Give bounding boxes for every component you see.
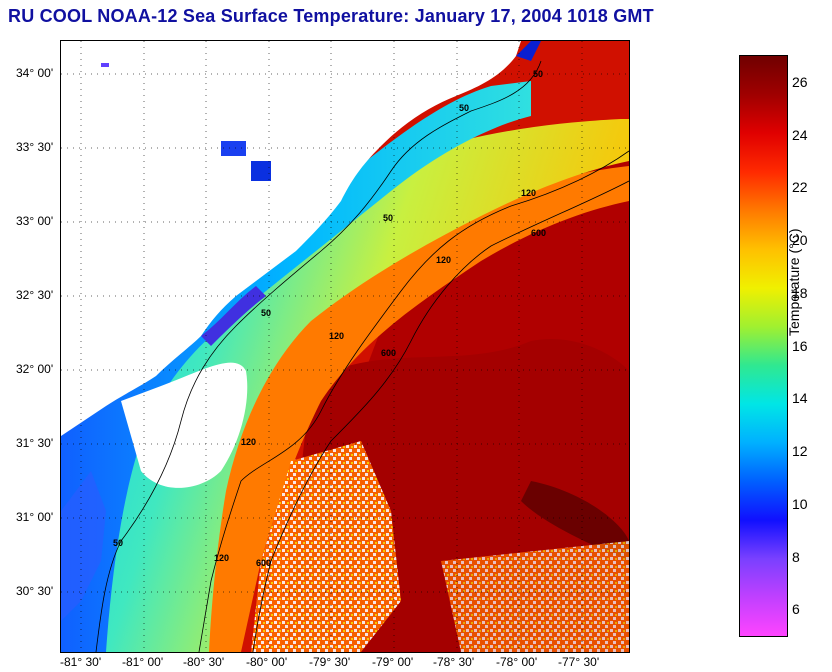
colorbar-tick-label: 12 (792, 443, 808, 459)
latitude-label: 30° 30' (16, 584, 54, 598)
svg-text:600: 600 (256, 558, 271, 568)
longitude-label: -78° 00' (496, 655, 538, 669)
longitude-label: -80° 30' (183, 655, 225, 669)
temperature-colorbar (739, 55, 788, 637)
longitude-label: -81° 30' (60, 655, 102, 669)
svg-text:50: 50 (113, 538, 123, 548)
colorbar-tick-label: 6 (792, 601, 800, 617)
longitude-label: -81° 00' (122, 655, 164, 669)
colorbar-tick-label: 20 (792, 232, 808, 248)
longitude-label: -78° 30' (433, 655, 475, 669)
svg-text:600: 600 (531, 228, 546, 238)
longitude-label: -79° 30' (309, 655, 351, 669)
colorbar-tick-label: 14 (792, 390, 808, 406)
latitude-label: 33° 30' (16, 140, 54, 154)
svg-text:120: 120 (329, 331, 344, 341)
cold-eddy (521, 481, 629, 561)
isobath-contours (95, 60, 629, 652)
longitude-label: -79° 00' (372, 655, 414, 669)
svg-text:600: 600 (381, 348, 396, 358)
latitude-label: 33° 00' (16, 214, 54, 228)
page-title: RU COOL NOAA-12 Sea Surface Temperature:… (8, 6, 654, 26)
latitude-label: 31° 30' (16, 436, 54, 450)
colorbar-tick-label: 10 (792, 496, 808, 512)
sst-map-canvas: 50 50 50 50 50 120 120 120 120 120 600 6… (61, 41, 629, 652)
colorbar-tick-label: 16 (792, 338, 808, 354)
colorbar-tick-label: 22 (792, 179, 808, 195)
svg-text:120: 120 (436, 255, 451, 265)
latitude-label: 31° 00' (16, 510, 54, 524)
longitude-label: -77° 30' (558, 655, 600, 669)
isobath-labels: 50 50 50 50 50 120 120 120 120 120 600 6… (113, 69, 546, 568)
svg-text:120: 120 (214, 553, 229, 563)
latitude-label: 34° 00' (16, 66, 54, 80)
colorbar-tick-label: 26 (792, 74, 808, 90)
colorbar-tick-label: 24 (792, 127, 808, 143)
latitude-label: 32° 00' (16, 362, 54, 376)
sst-map[interactable]: 50 50 50 50 50 120 120 120 120 120 600 6… (60, 40, 630, 653)
svg-text:50: 50 (459, 103, 469, 113)
svg-text:50: 50 (261, 308, 271, 318)
colorbar-tick-label: 18 (792, 285, 808, 301)
svg-text:50: 50 (383, 213, 393, 223)
svg-text:120: 120 (521, 188, 536, 198)
longitude-label: -80° 00' (246, 655, 288, 669)
svg-text:50: 50 (533, 69, 543, 79)
svg-text:120: 120 (241, 437, 256, 447)
land-area (61, 41, 521, 436)
cloud-cover (251, 441, 401, 652)
colorbar-tick-label: 8 (792, 549, 800, 565)
latitude-label: 32° 30' (16, 288, 54, 302)
